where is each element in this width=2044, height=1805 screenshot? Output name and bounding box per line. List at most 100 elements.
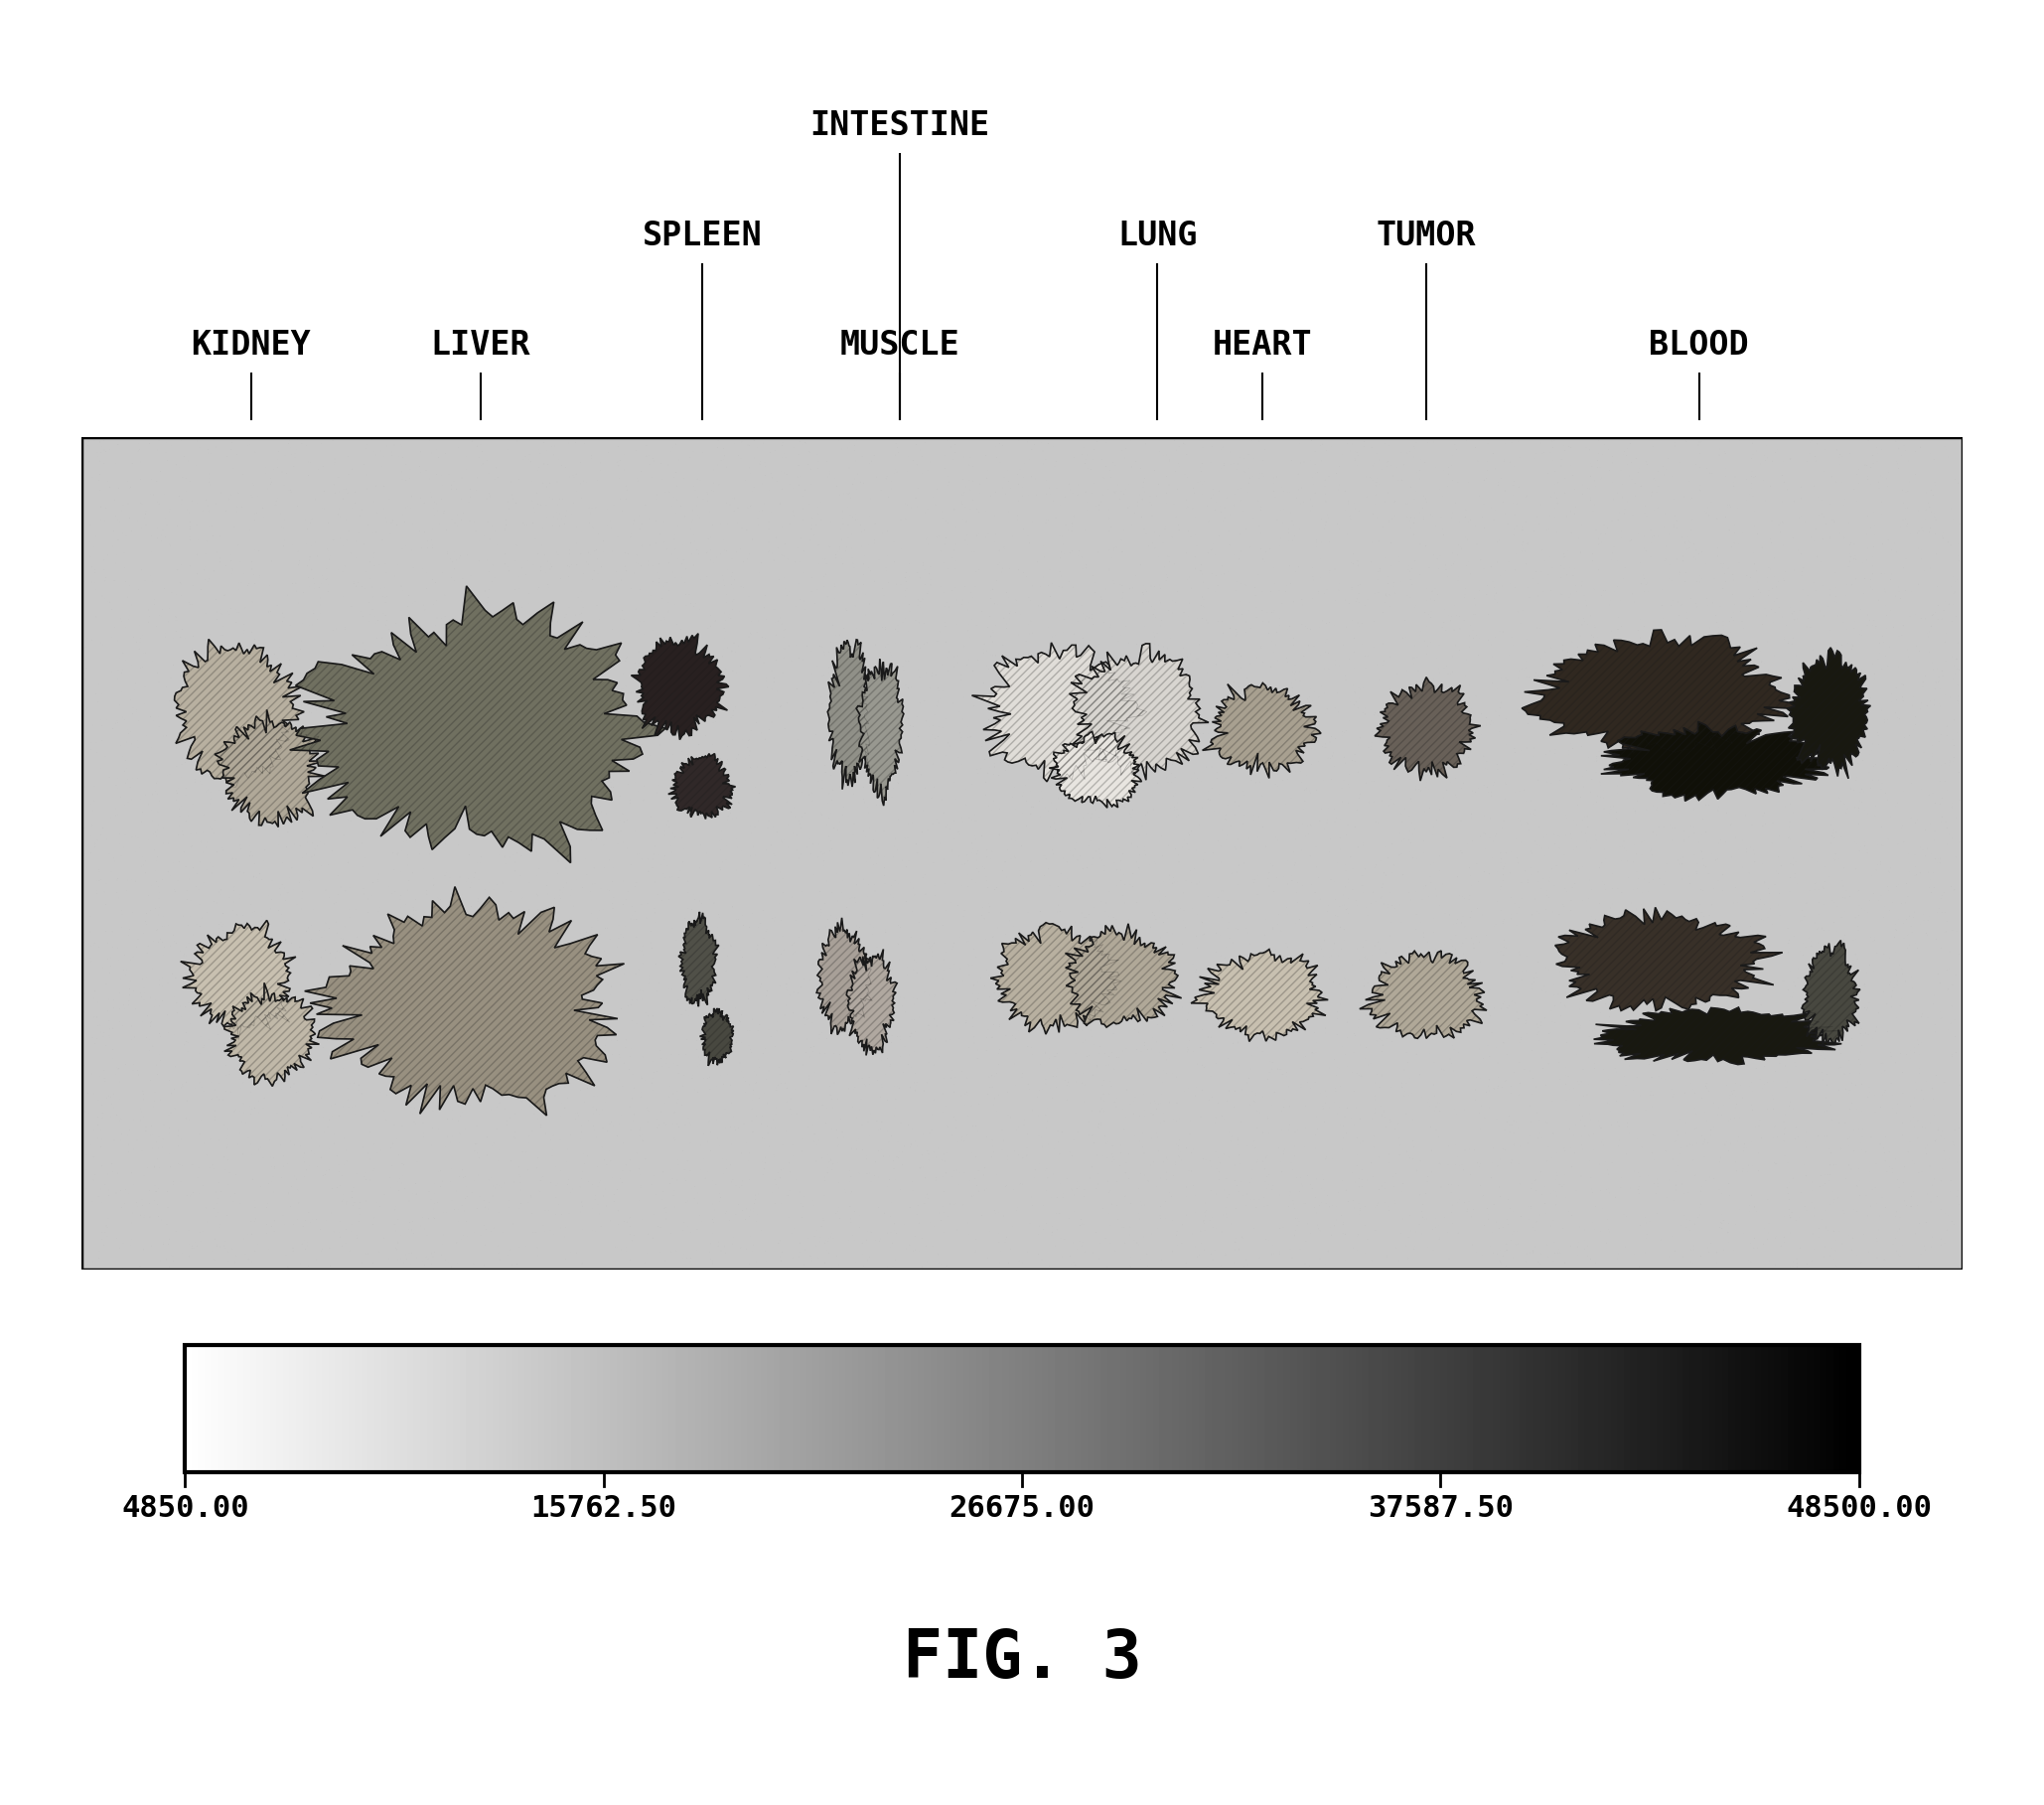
Point — [288, 838, 321, 866]
Point — [1833, 1002, 1866, 1031]
Point — [1915, 612, 1948, 641]
Point — [554, 462, 587, 491]
Point — [1421, 989, 1453, 1018]
Point — [1175, 444, 1208, 473]
Point — [852, 552, 885, 581]
Point — [1359, 850, 1392, 879]
Point — [1128, 969, 1161, 998]
Point — [1253, 762, 1286, 791]
Point — [930, 740, 963, 769]
Point — [1809, 1215, 1842, 1244]
Point — [1856, 1175, 1889, 1204]
Point — [1872, 632, 1905, 661]
Point — [1809, 655, 1842, 684]
Point — [891, 574, 924, 603]
Point — [580, 944, 613, 973]
Point — [781, 1164, 814, 1193]
Point — [1932, 709, 1964, 738]
Point — [1149, 883, 1181, 912]
Point — [319, 801, 352, 830]
Point — [740, 839, 773, 868]
Point — [552, 926, 585, 955]
Point — [519, 731, 552, 760]
Point — [1427, 823, 1459, 852]
Point — [762, 1173, 795, 1202]
Point — [668, 1208, 701, 1236]
Point — [100, 774, 133, 803]
Point — [1302, 1211, 1335, 1240]
Point — [1885, 753, 1917, 782]
Point — [458, 534, 491, 563]
Point — [1725, 518, 1758, 547]
Point — [1692, 791, 1725, 819]
Point — [619, 648, 652, 677]
Point — [1562, 605, 1594, 634]
Point — [513, 686, 546, 715]
Point — [76, 794, 108, 823]
Point — [489, 1168, 521, 1197]
Point — [90, 890, 123, 919]
Point — [542, 491, 574, 520]
Point — [1684, 477, 1717, 505]
Point — [580, 623, 613, 652]
Point — [1028, 693, 1061, 722]
Point — [384, 803, 417, 832]
Point — [1265, 973, 1298, 1002]
Point — [1870, 747, 1903, 776]
Point — [1611, 666, 1643, 695]
Point — [766, 1238, 799, 1267]
Point — [997, 1049, 1030, 1078]
Point — [1038, 1231, 1071, 1260]
Point — [1374, 879, 1406, 908]
Point — [157, 625, 190, 653]
Point — [1169, 1078, 1202, 1106]
Point — [1091, 796, 1124, 825]
Point — [1179, 1199, 1212, 1227]
Point — [1654, 908, 1686, 937]
Point — [486, 1083, 519, 1112]
Point — [679, 643, 711, 671]
Point — [227, 635, 260, 664]
Point — [1222, 733, 1255, 762]
Point — [1247, 462, 1280, 491]
Point — [1416, 1020, 1449, 1049]
Point — [1782, 504, 1815, 532]
Point — [374, 549, 407, 578]
Point — [758, 1099, 791, 1128]
Point — [1866, 621, 1899, 650]
Point — [546, 1088, 578, 1117]
Point — [985, 1132, 1018, 1161]
Point — [1210, 477, 1243, 505]
Point — [1807, 502, 1840, 531]
Point — [595, 1000, 628, 1029]
Point — [350, 969, 382, 998]
Point — [905, 998, 938, 1027]
Point — [1357, 500, 1390, 529]
Point — [1502, 534, 1535, 563]
Point — [889, 605, 922, 634]
Point — [961, 984, 993, 1013]
Point — [1414, 868, 1447, 897]
Point — [991, 565, 1024, 594]
Point — [1883, 1215, 1915, 1244]
Point — [1868, 902, 1901, 931]
Point — [1374, 962, 1406, 991]
Point — [805, 1090, 838, 1119]
Point — [1089, 1051, 1122, 1079]
Point — [274, 863, 307, 892]
Point — [875, 637, 908, 666]
Point — [846, 561, 879, 590]
Point — [1723, 812, 1756, 841]
Point — [448, 895, 480, 924]
Point — [114, 473, 147, 502]
Point — [1322, 451, 1355, 480]
Point — [307, 1085, 339, 1114]
Point — [501, 926, 533, 955]
Point — [1717, 529, 1750, 558]
Point — [623, 612, 656, 641]
Point — [458, 507, 491, 536]
Point — [1893, 700, 1925, 729]
Point — [464, 628, 497, 657]
Point — [834, 1168, 867, 1197]
Point — [822, 1123, 854, 1152]
